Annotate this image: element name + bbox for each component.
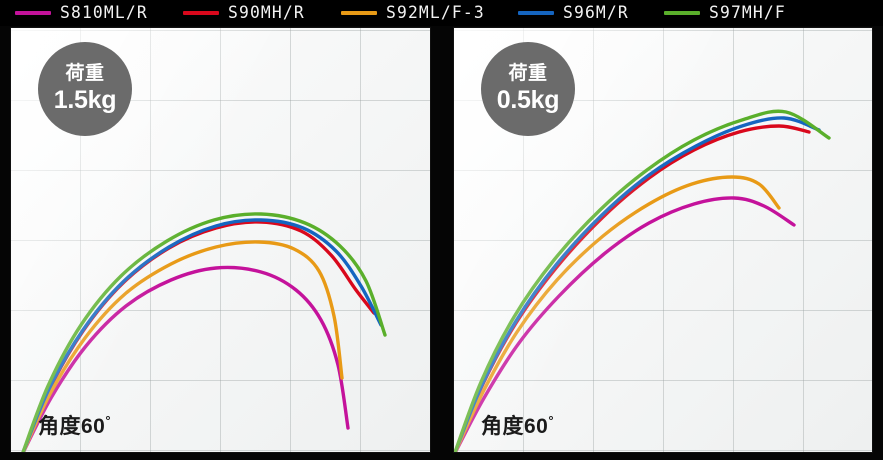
legend-item-s96m-r: S96M/R xyxy=(518,3,632,23)
legend-label-s97mh-f: S97MH/F xyxy=(709,3,786,23)
chart-panel-load-1-5kg: 荷重 1.5kg 角度60° xyxy=(11,28,430,452)
legend-item-s810ml-r: S810ML/R xyxy=(15,3,151,23)
load-badge-left: 荷重 1.5kg xyxy=(38,42,132,136)
curve-s96m-r xyxy=(454,116,821,452)
legend-item-s90mh-r: S90MH/R xyxy=(183,3,308,23)
angle-label-left-text: 角度60 xyxy=(38,415,106,438)
legend: S810ML/R S90MH/R S92ML/F-3 S96M/R S97MH/… xyxy=(0,0,883,26)
angle-label-right: 角度60° xyxy=(481,410,554,440)
curve-s90mh-r xyxy=(454,124,811,452)
legend-swatch-green xyxy=(664,11,701,15)
load-badge-right: 荷重 0.5kg xyxy=(481,42,575,136)
legend-label-s90mh-r: S90MH/R xyxy=(228,3,306,23)
angle-label-left: 角度60° xyxy=(38,410,111,440)
legend-label-s96m-r: S96M/R xyxy=(563,3,630,23)
legend-swatch-red xyxy=(183,11,220,15)
legend-swatch-blue xyxy=(518,11,555,15)
legend-item-s92ml-f3: S92ML/F-3 xyxy=(340,3,489,23)
legend-swatch-orange xyxy=(340,11,377,15)
curve-s97mh-f xyxy=(454,109,831,452)
angle-degree-left: ° xyxy=(105,413,112,428)
legend-swatch-magenta xyxy=(15,11,51,15)
angle-label-right-text: 角度60 xyxy=(481,415,549,438)
load-badge-right-value: 0.5kg xyxy=(496,86,560,115)
chart-panel-load-0-5kg: 荷重 0.5kg 角度60° xyxy=(454,28,872,452)
load-badge-left-value: 1.5kg xyxy=(53,86,117,115)
legend-item-s97mh-f: S97MH/F xyxy=(664,3,789,23)
angle-degree-right: ° xyxy=(548,413,555,428)
legend-label-s92ml-f3: S92ML/F-3 xyxy=(385,3,485,23)
load-badge-left-title: 荷重 xyxy=(65,63,105,85)
load-badge-right-title: 荷重 xyxy=(508,63,548,85)
legend-label-s810ml-r: S810ML/R xyxy=(60,3,148,23)
